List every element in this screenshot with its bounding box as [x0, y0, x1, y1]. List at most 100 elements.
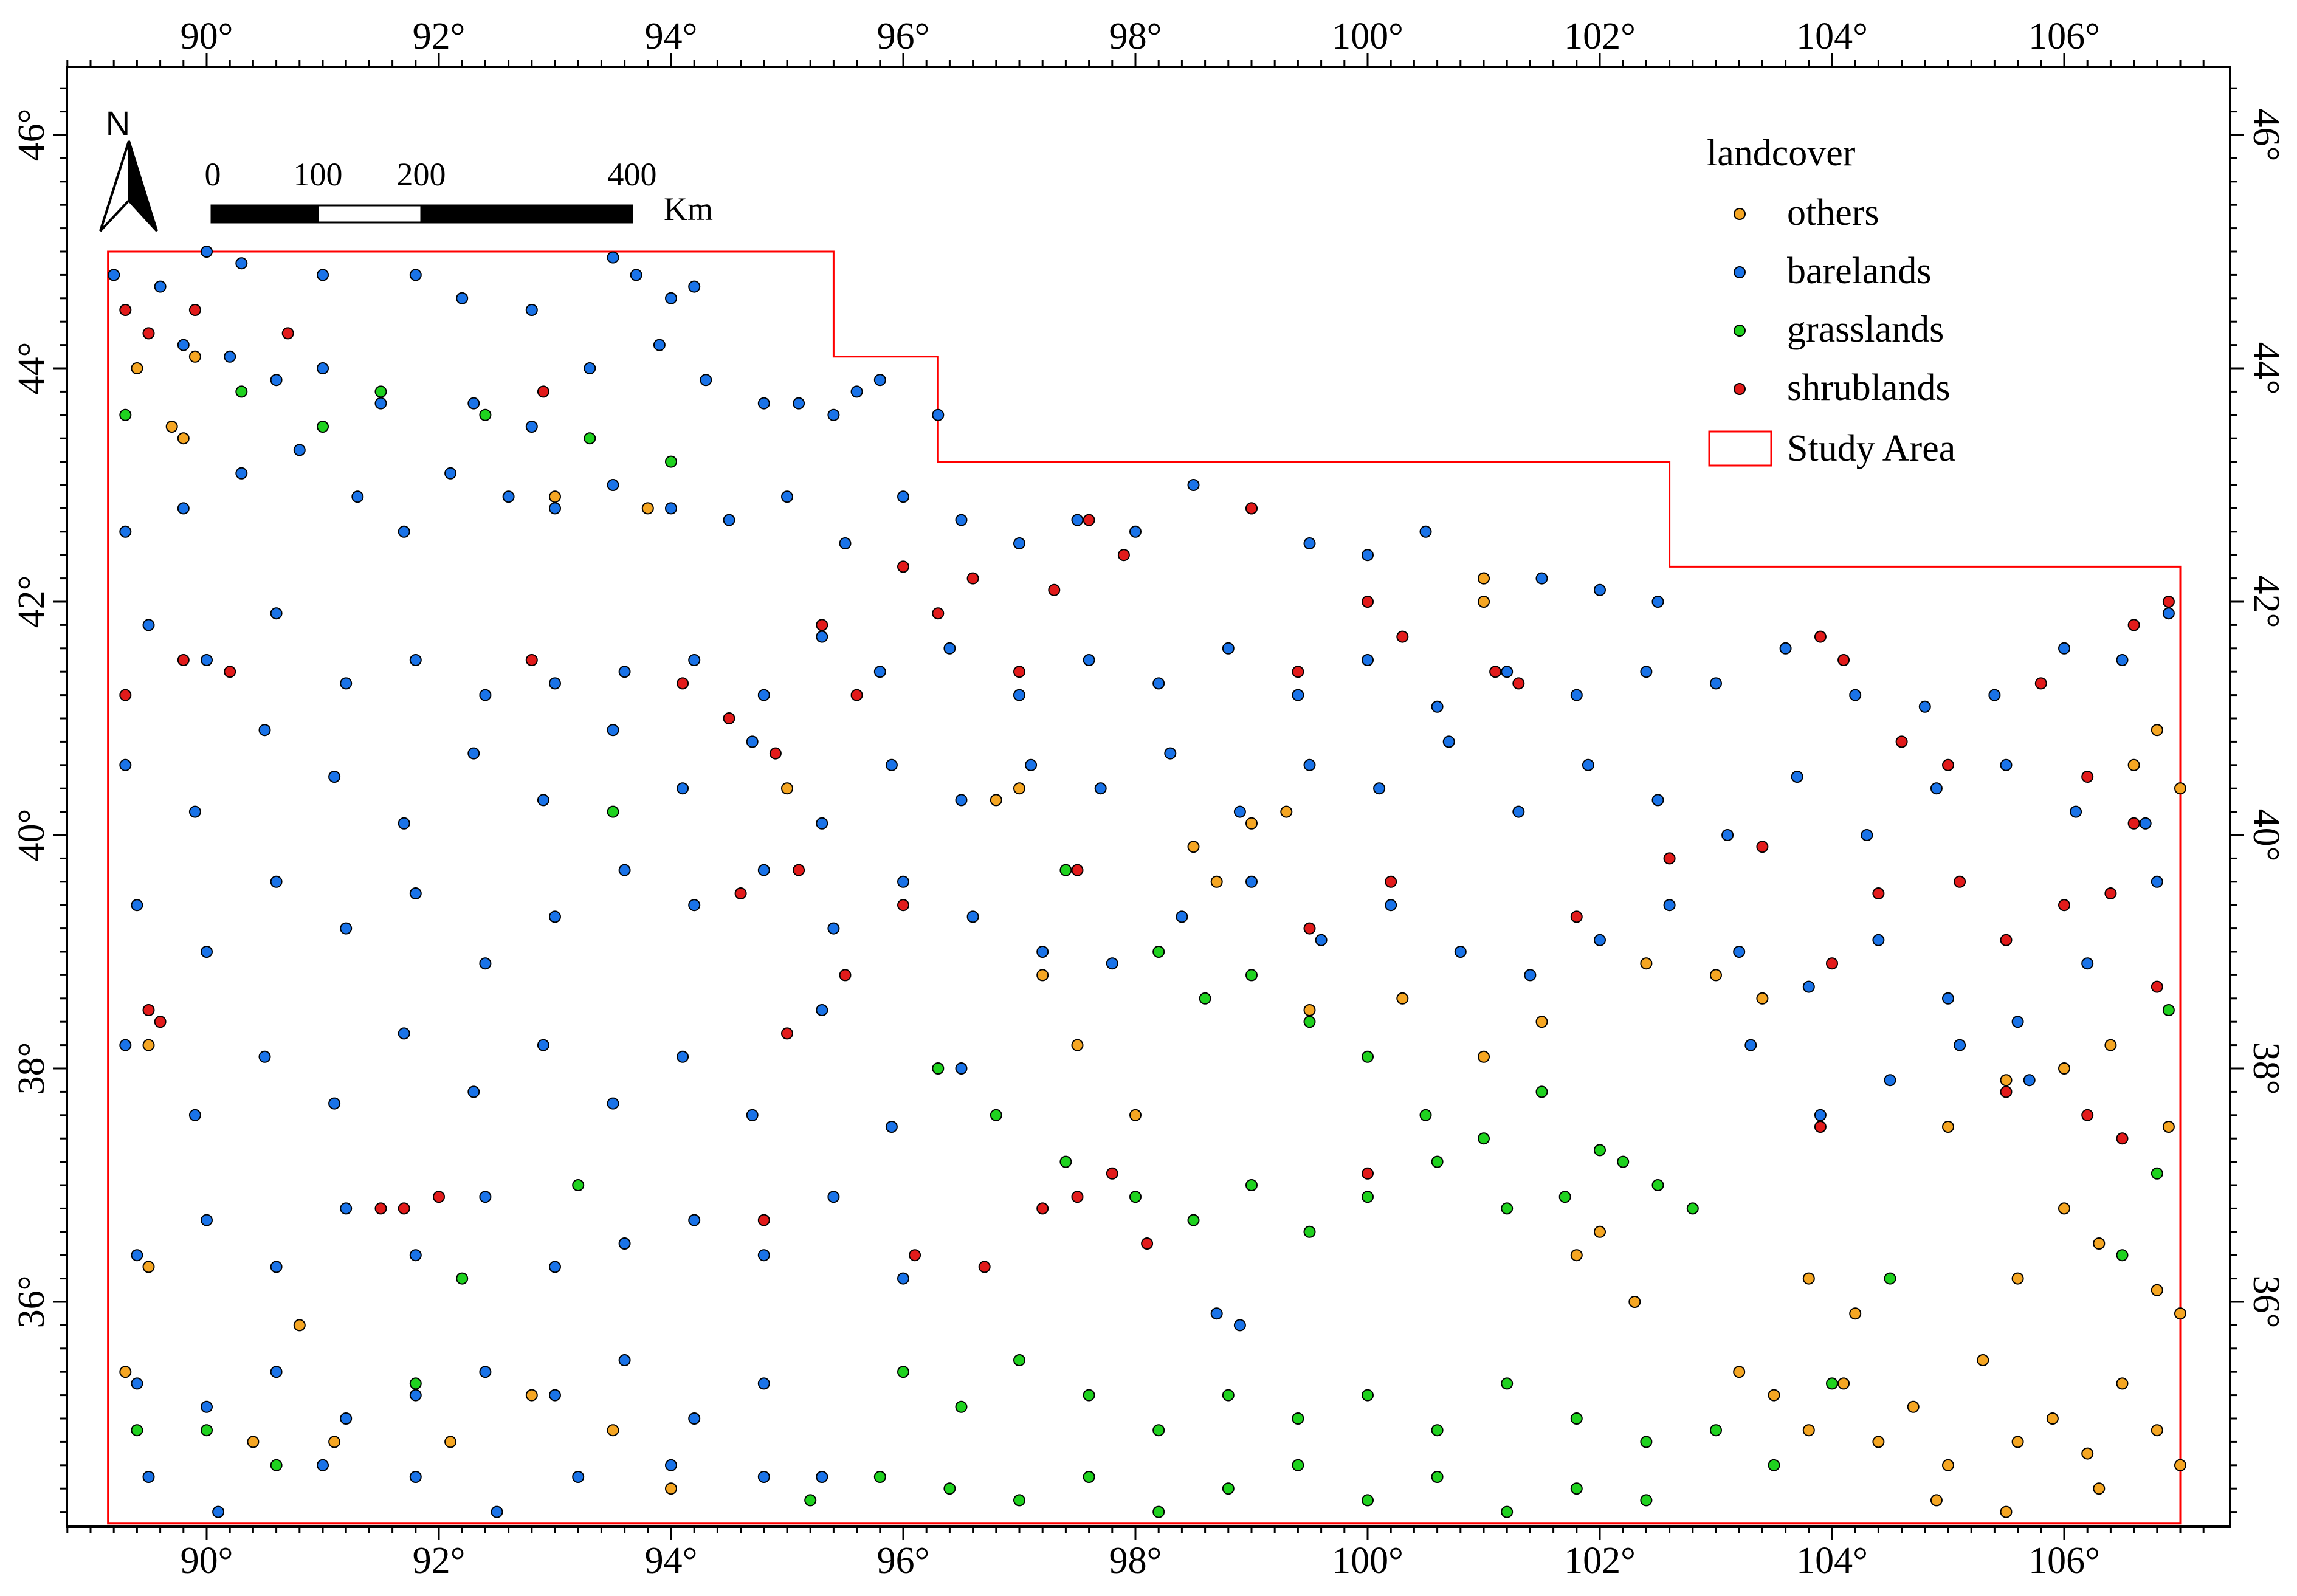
point-grasslands: [1245, 969, 1258, 982]
point-grasslands: [201, 1424, 213, 1437]
point-shrublands: [2116, 1132, 2129, 1145]
point-barelands: [1025, 758, 1038, 771]
point-shrublands: [2058, 899, 2070, 912]
point-others: [2174, 1459, 2186, 1471]
longitude-label-bottom: 94°: [645, 1540, 698, 1581]
point-others: [2116, 1377, 2129, 1390]
point-others: [1478, 572, 1490, 585]
legend-marker-barelands: [1734, 266, 1746, 278]
point-others: [2000, 1505, 2013, 1518]
point-others: [1071, 1039, 1084, 1051]
point-barelands: [793, 397, 805, 410]
north-arrow-label: N: [106, 104, 130, 142]
point-barelands: [1303, 758, 1316, 771]
point-shrublands: [2151, 980, 2163, 993]
point-barelands: [1663, 899, 1676, 912]
point-barelands: [2058, 642, 2070, 655]
point-grasslands: [456, 1272, 469, 1285]
point-others: [119, 1366, 132, 1378]
point-shrublands: [1048, 583, 1061, 596]
point-barelands: [479, 1191, 492, 1203]
point-shrublands: [1872, 887, 1885, 899]
point-barelands: [1930, 782, 1943, 795]
point-grasslands: [1826, 1377, 1838, 1390]
point-barelands: [816, 1471, 828, 1483]
point-barelands: [1849, 689, 1862, 701]
point-grasslands: [1535, 1085, 1548, 1098]
point-barelands: [340, 1202, 353, 1215]
point-barelands: [351, 490, 364, 503]
point-shrublands: [723, 712, 735, 724]
point-shrublands: [1083, 514, 1095, 526]
longitude-labels-bottom: 90° 92° 94° 96° 98° 100° 102° 104° 106°: [181, 1540, 2100, 1581]
point-others: [2093, 1237, 2106, 1250]
point-others: [2011, 1272, 2024, 1285]
point-shrublands: [1385, 875, 1397, 888]
point-barelands: [1442, 735, 1455, 748]
point-barelands: [1884, 1074, 1896, 1087]
point-barelands: [444, 467, 457, 480]
point-barelands: [1233, 1319, 1246, 1332]
point-barelands: [1419, 525, 1432, 538]
point-barelands: [700, 374, 712, 387]
point-barelands: [270, 1366, 283, 1378]
point-grasslands: [1501, 1202, 1514, 1215]
longitude-label-top: 92°: [413, 16, 466, 57]
point-grasslands: [1362, 1494, 1374, 1507]
point-grasslands: [873, 1471, 886, 1483]
scale-label-200: 200: [397, 156, 446, 193]
point-barelands: [467, 747, 480, 760]
point-barelands: [201, 946, 213, 958]
point-others: [525, 1389, 538, 1402]
point-others: [1594, 1225, 1606, 1238]
point-barelands: [1036, 946, 1049, 958]
point-others: [1210, 875, 1223, 888]
point-barelands: [816, 817, 828, 830]
latitude-label-left: 36°: [11, 1276, 52, 1329]
point-shrublands: [177, 654, 190, 666]
point-barelands: [1861, 829, 1873, 841]
point-barelands: [873, 666, 886, 678]
point-grasslands: [2151, 1167, 2163, 1180]
point-barelands: [119, 758, 132, 771]
latitude-label-left: 42°: [11, 576, 52, 628]
point-shrublands: [1895, 735, 1908, 748]
scale-bar-segment-1: [210, 204, 319, 224]
point-barelands: [467, 1085, 480, 1098]
point-others: [188, 350, 201, 363]
point-grasslands: [1640, 1494, 1653, 1507]
point-shrublands: [1814, 630, 1827, 643]
point-shrublands: [781, 1027, 793, 1040]
point-barelands: [2116, 654, 2129, 666]
point-shrublands: [188, 304, 201, 316]
point-barelands: [409, 1249, 422, 1262]
point-barelands: [897, 490, 909, 503]
point-grasslands: [955, 1400, 968, 1413]
point-grasslands: [804, 1494, 817, 1507]
point-barelands: [1918, 700, 1931, 713]
point-shrublands: [142, 1004, 155, 1016]
point-shrublands: [1362, 1167, 1374, 1180]
point-others: [2081, 1447, 2094, 1460]
point-barelands: [955, 1062, 968, 1075]
point-barelands: [1233, 805, 1246, 818]
point-barelands: [1315, 934, 1328, 946]
point-others: [665, 1482, 677, 1495]
point-grasslands: [607, 805, 619, 818]
point-shrublands: [1954, 875, 1966, 888]
point-barelands: [757, 1471, 770, 1483]
point-grasslands: [235, 385, 248, 398]
point-others: [1280, 805, 1293, 818]
legend-label-grasslands: grasslands: [1787, 309, 1944, 350]
scale-bar-segment-2: [317, 204, 422, 224]
point-others: [328, 1436, 341, 1448]
point-barelands: [1710, 677, 1722, 690]
latitude-label-left: 40°: [11, 809, 52, 862]
point-shrublands: [1570, 910, 1583, 923]
point-grasslands: [990, 1109, 1002, 1121]
point-shrublands: [1071, 1191, 1084, 1203]
point-barelands: [2081, 957, 2094, 970]
point-others: [1756, 992, 1769, 1005]
point-grasslands: [1884, 1272, 1896, 1285]
point-others: [1802, 1272, 1815, 1285]
